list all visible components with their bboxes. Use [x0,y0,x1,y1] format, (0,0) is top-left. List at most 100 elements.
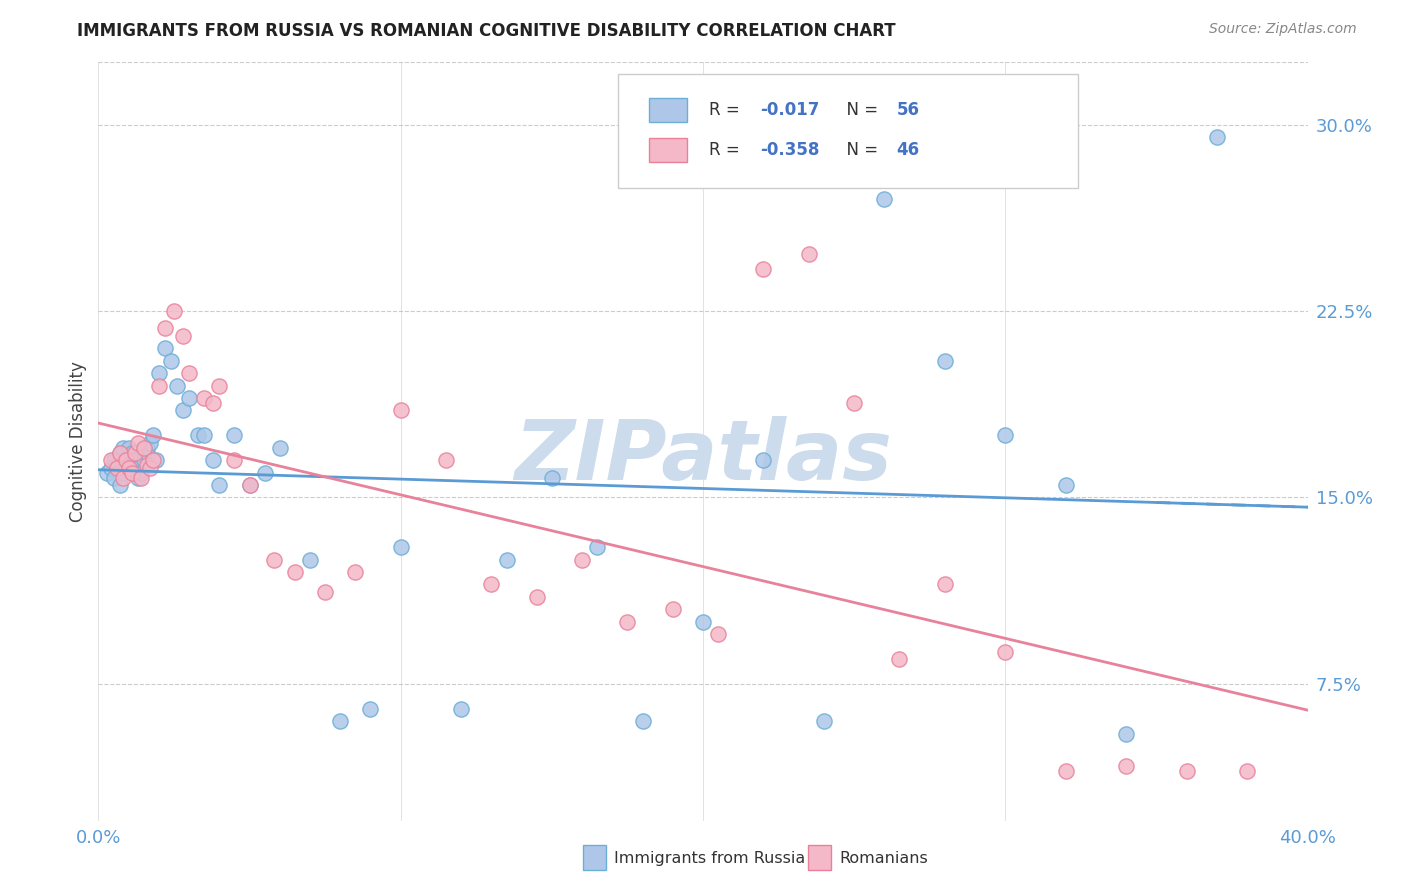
Point [344,565,367,579]
Point [434,453,457,467]
Point [132,453,155,467]
Point [844,396,866,410]
Point [100,453,122,467]
FancyBboxPatch shape [619,74,1078,187]
Point [1175,764,1198,778]
Text: R =: R = [709,141,745,159]
Point [193,391,215,405]
Point [208,378,231,392]
Point [153,341,176,355]
Point [239,478,262,492]
Point [389,403,412,417]
Point [142,453,165,467]
Point [108,478,131,492]
Point [118,460,141,475]
Text: 56: 56 [897,101,920,120]
Point [179,391,201,405]
Text: IMMIGRANTS FROM RUSSIA VS ROMANIAN COGNITIVE DISABILITY CORRELATION CHART: IMMIGRANTS FROM RUSSIA VS ROMANIAN COGNI… [77,22,896,40]
Point [813,714,835,729]
Point [108,446,131,460]
Point [1115,726,1137,740]
Point [127,435,149,450]
Point [1206,130,1229,145]
Point [263,552,285,566]
Point [111,441,134,455]
Point [481,577,503,591]
Point [1236,764,1258,778]
Point [661,602,683,616]
Point [145,453,167,467]
Text: Source: ZipAtlas.com: Source: ZipAtlas.com [1209,22,1357,37]
Point [752,453,775,467]
Point [239,478,262,492]
Text: -0.358: -0.358 [759,141,820,159]
Point [139,460,162,475]
Point [208,478,231,492]
Point [202,396,225,410]
Point [299,552,322,566]
Point [105,458,128,472]
Text: 46: 46 [897,141,920,159]
Point [526,590,548,604]
Point [797,247,820,261]
Point [172,329,194,343]
Point [124,446,146,460]
Point [269,441,291,455]
Point [148,366,170,380]
Point [124,466,146,480]
FancyBboxPatch shape [648,137,688,161]
Point [166,378,188,392]
Point [160,353,183,368]
Point [187,428,209,442]
Text: -0.017: -0.017 [759,101,820,120]
Point [129,470,152,484]
Text: R =: R = [709,101,745,120]
Point [616,615,638,629]
Point [1054,478,1077,492]
Point [314,585,336,599]
Point [108,446,131,460]
Point [132,441,155,455]
Text: Romanians: Romanians [839,851,928,865]
Point [179,366,201,380]
FancyBboxPatch shape [648,98,688,122]
Point [586,540,609,554]
Point [571,552,593,566]
Point [118,460,141,475]
Point [1115,759,1137,773]
Point [135,446,157,460]
Text: N =: N = [837,101,883,120]
Point [114,453,136,467]
Point [114,453,136,467]
Point [135,458,157,472]
Point [139,435,162,450]
Point [129,466,152,480]
Point [121,466,143,480]
Point [360,702,382,716]
Point [153,321,176,335]
Y-axis label: Cognitive Disability: Cognitive Disability [69,361,87,522]
Point [202,453,225,467]
Point [121,446,143,460]
Point [111,466,134,480]
Point [127,460,149,475]
Point [284,565,307,579]
Text: ZIPatlas: ZIPatlas [515,417,891,497]
Point [100,460,122,475]
Point [163,304,186,318]
Point [124,453,146,467]
Point [934,577,956,591]
Point [224,428,246,442]
Point [692,615,714,629]
Point [103,453,125,467]
Point [889,652,911,666]
Point [450,702,472,716]
Point [172,403,194,417]
Point [631,714,654,729]
Point [389,540,412,554]
Point [934,353,956,368]
Point [752,261,775,276]
Point [707,627,730,641]
Point [873,192,896,206]
Point [127,470,149,484]
